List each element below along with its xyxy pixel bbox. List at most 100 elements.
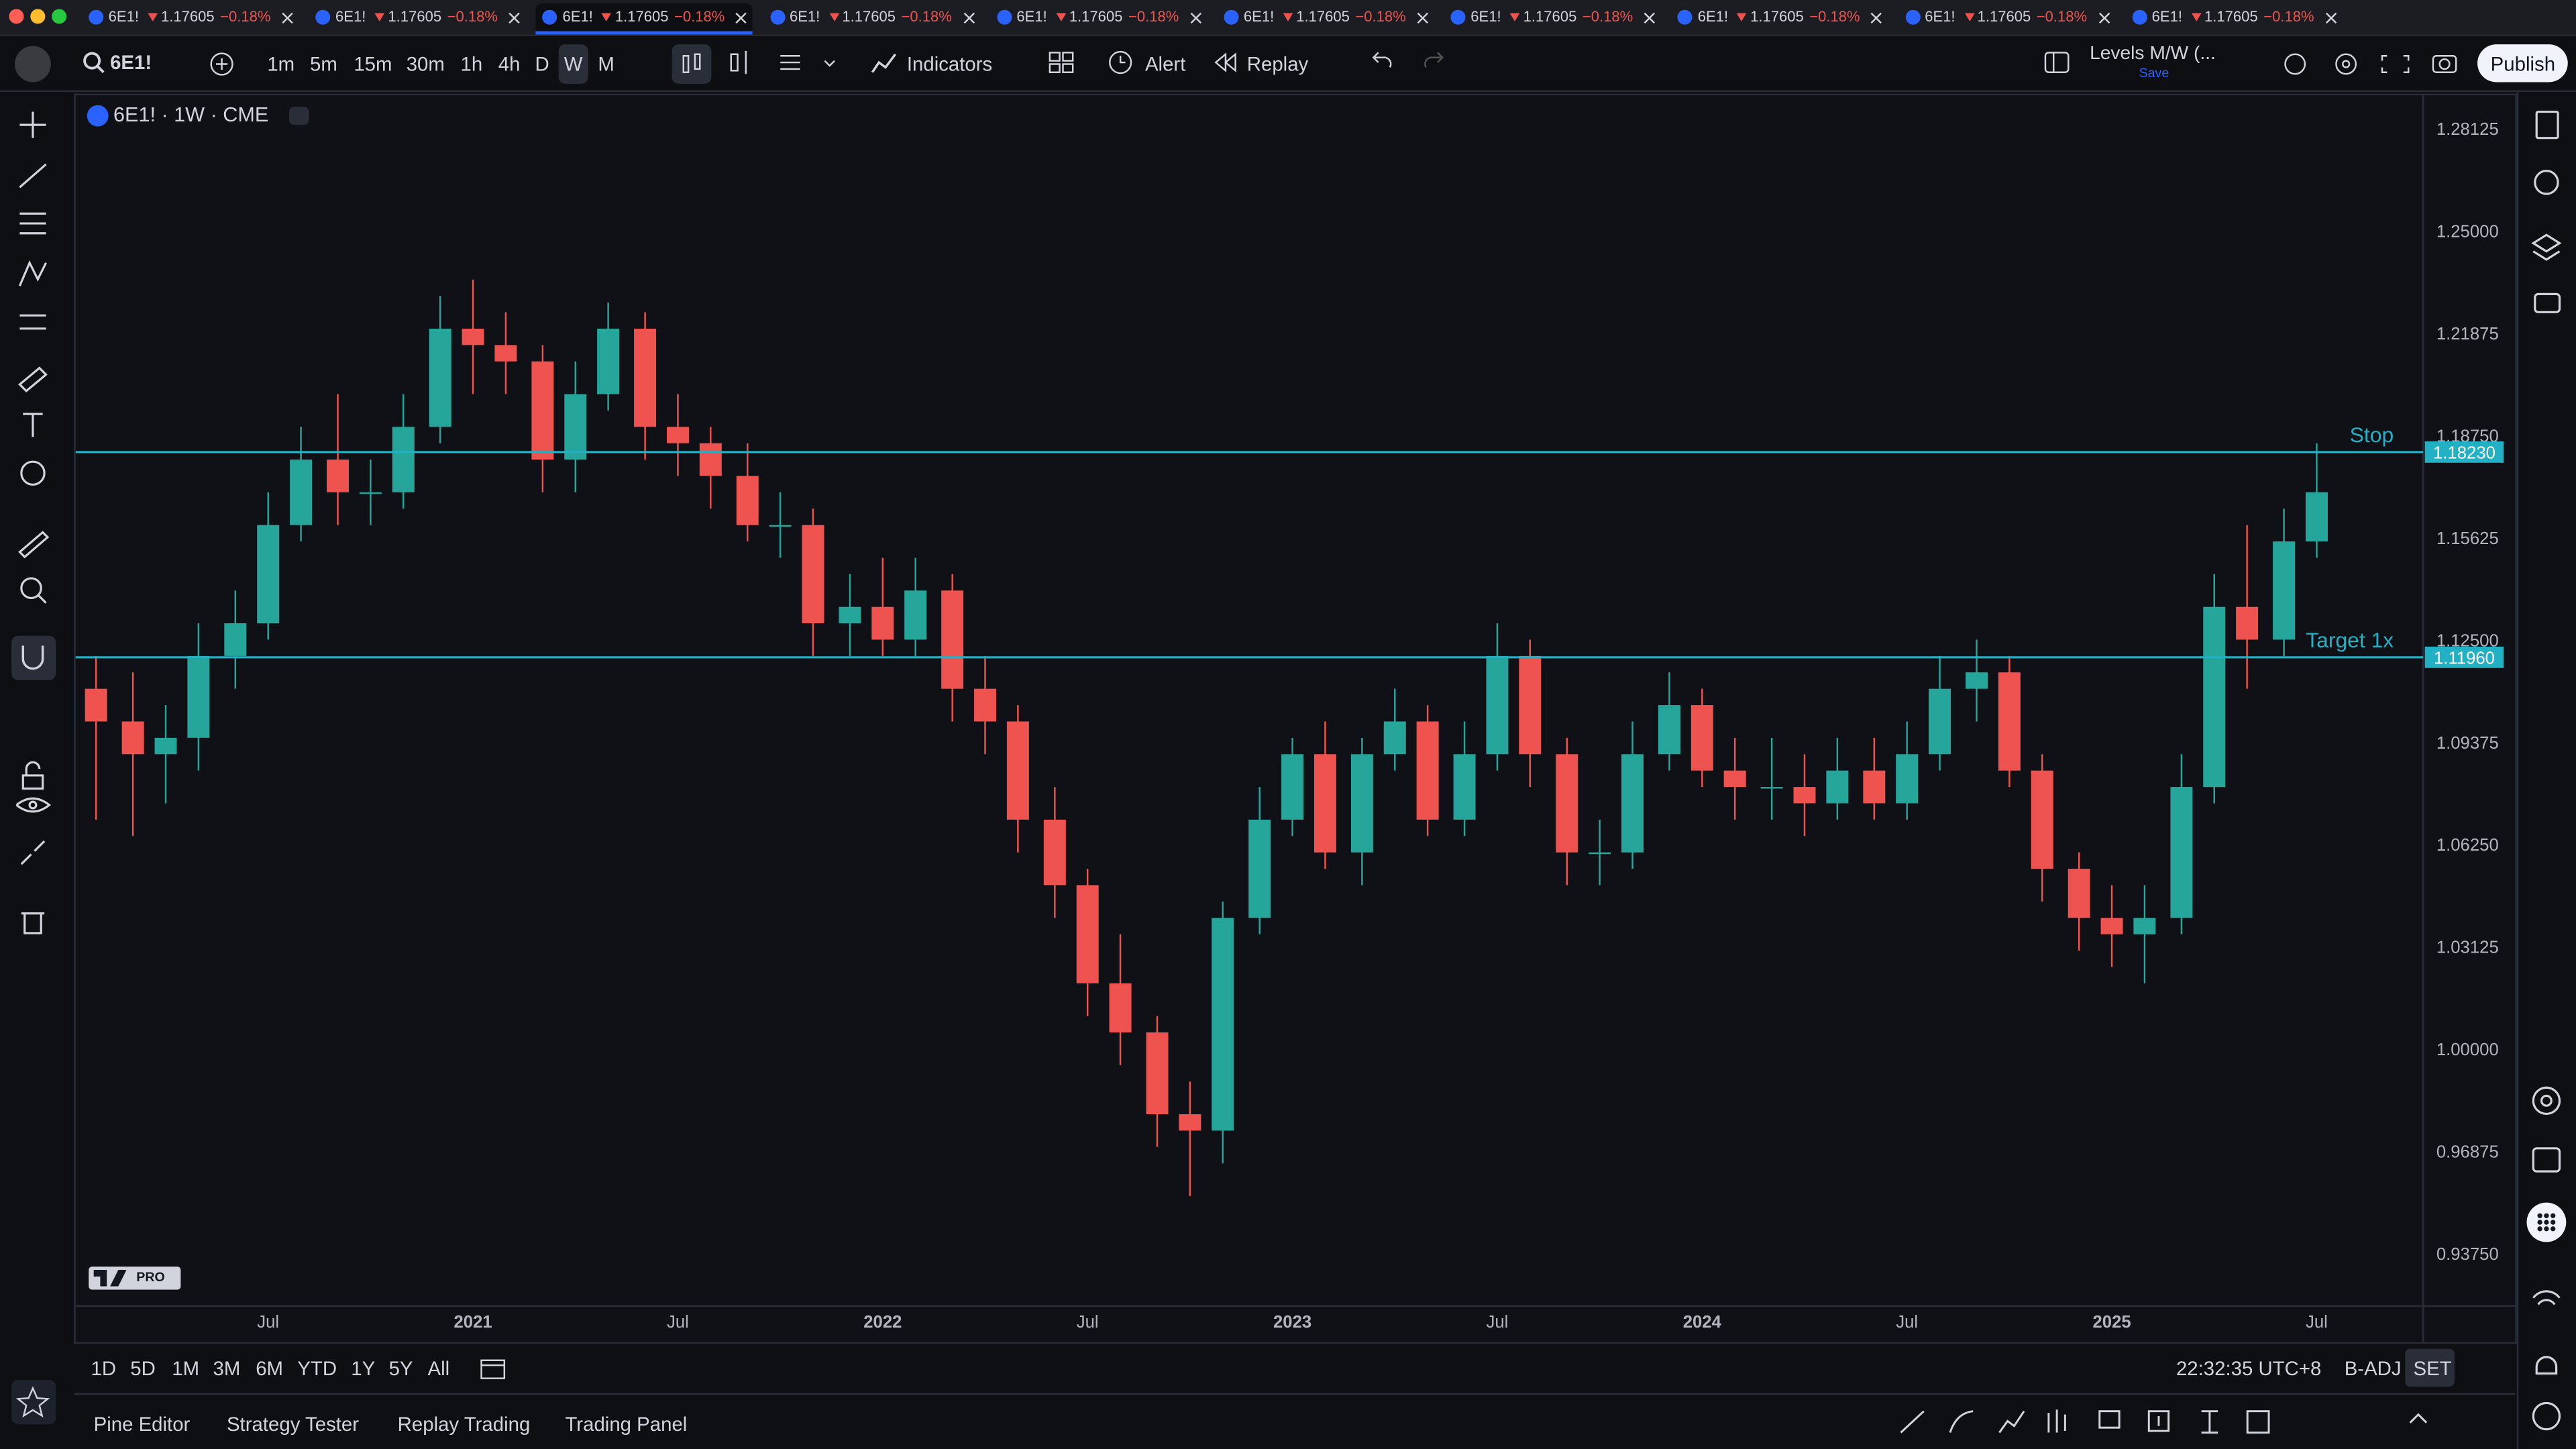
tab[interactable]: 6E1! 1.17605 −0.18% — [1898, 3, 2115, 33]
tab-change[interactable]: −0.18% — [674, 8, 725, 25]
publish-label[interactable]: Publish — [2490, 52, 2556, 76]
range-button[interactable]: All — [427, 1356, 450, 1381]
tab-close[interactable] — [962, 11, 975, 25]
interval-button[interactable]: W — [564, 52, 583, 76]
layout-name[interactable]: Levels M/W (... — [2090, 44, 2216, 64]
indicators-button[interactable]: Indicators — [906, 52, 993, 76]
range-button[interactable]: 5Y — [388, 1356, 413, 1381]
tab-symbol[interactable]: 6E1! — [1243, 8, 1275, 25]
tab-price[interactable]: 1.17605 — [2204, 8, 2258, 25]
range-button[interactable]: 1D — [91, 1356, 117, 1381]
tab-symbol[interactable]: 6E1! — [335, 8, 366, 25]
candles-button[interactable] — [672, 44, 712, 84]
tab-change[interactable]: −0.18% — [2263, 8, 2314, 25]
tab-symbol[interactable]: 6E1! — [789, 8, 820, 25]
search-icon[interactable] — [82, 51, 105, 74]
alert-button[interactable]: Alert — [1144, 52, 1186, 76]
tab-close[interactable] — [1189, 11, 1203, 25]
tab-close[interactable] — [1870, 11, 1884, 25]
layout-icon[interactable] — [2044, 49, 2070, 75]
tab-symbol[interactable]: 6E1! — [1470, 8, 1501, 25]
panel-tab[interactable]: Replay Trading — [397, 1413, 531, 1436]
sidebar-widgets[interactable] — [2518, 92, 2576, 1449]
interval-button[interactable]: 30m — [406, 52, 445, 76]
tab-price[interactable]: 1.17605 — [1750, 8, 1804, 25]
tab-change[interactable]: −0.18% — [901, 8, 952, 25]
tab-price[interactable]: 1.17605 — [842, 8, 896, 25]
tab-change[interactable]: −0.18% — [447, 8, 498, 25]
tab[interactable]: 6E1! 1.17605 −0.18% — [2125, 3, 2342, 33]
tab-close[interactable] — [735, 11, 749, 25]
range-button[interactable]: YTD — [297, 1356, 337, 1381]
interval-button[interactable]: 4h — [498, 52, 521, 76]
tab-price[interactable]: 1.17605 — [1977, 8, 2031, 25]
tab[interactable]: 6E1! 1.17605 −0.18% — [1444, 3, 1661, 33]
tab-symbol[interactable]: 6E1! — [1016, 8, 1047, 25]
tab-change[interactable]: −0.18% — [1582, 8, 1633, 25]
replay-icon[interactable] — [1212, 51, 1238, 74]
drawing-tools[interactable] — [0, 92, 67, 1449]
interval-button[interactable]: 15m — [354, 52, 392, 76]
tab-symbol[interactable]: 6E1! — [2151, 8, 2183, 25]
tab-symbol[interactable]: 6E1! — [1925, 8, 1955, 25]
tab-price[interactable]: 1.17605 — [161, 8, 215, 25]
chart-style-icons[interactable] — [726, 48, 857, 80]
clock[interactable]: 22:32:35 UTC+8 — [2176, 1356, 2322, 1381]
tab-symbol[interactable]: 6E1! — [108, 8, 139, 25]
tab-price[interactable]: 1.17605 — [1069, 8, 1123, 25]
panel-tab[interactable]: Strategy Tester — [226, 1413, 360, 1436]
toolbar-icons[interactable] — [2280, 49, 2461, 78]
panel-tab[interactable]: Pine Editor — [93, 1413, 191, 1436]
tab-close[interactable] — [281, 11, 294, 25]
save-status[interactable]: Save — [2139, 65, 2169, 81]
tab-change[interactable]: −0.18% — [1128, 8, 1179, 25]
range-button[interactable]: 6M — [256, 1356, 284, 1381]
tab[interactable]: 6E1! 1.17605 −0.18% — [1218, 3, 1434, 33]
interval-button[interactable]: D — [535, 52, 549, 76]
range-button[interactable]: 3M — [213, 1356, 241, 1381]
alert-icon[interactable] — [1108, 49, 1134, 75]
session-toggle[interactable]: SET — [2405, 1348, 2455, 1387]
tab[interactable]: 6E1! 1.17605 −0.18% — [536, 3, 753, 35]
tab-price[interactable]: 1.17605 — [614, 8, 669, 25]
session-label[interactable]: SET — [2413, 1356, 2452, 1381]
tab-close[interactable] — [2097, 11, 2110, 25]
interval-button[interactable]: 5m — [310, 52, 337, 76]
tab-symbol[interactable]: 6E1! — [1697, 8, 1729, 25]
tab[interactable]: 6E1! 1.17605 −0.18% — [82, 3, 299, 33]
indicators-icon[interactable] — [871, 49, 897, 75]
interval-button[interactable]: 1h — [460, 52, 483, 76]
tab[interactable]: 6E1! 1.17605 −0.18% — [763, 3, 980, 33]
window-controls[interactable] — [7, 7, 72, 26]
tab-price[interactable]: 1.17605 — [1523, 8, 1577, 25]
date-range-icon[interactable] — [480, 1355, 506, 1381]
legend-collapse[interactable] — [289, 107, 309, 125]
tab[interactable]: 6E1! 1.17605 −0.18% — [1672, 3, 1888, 33]
tab-close[interactable] — [2324, 11, 2338, 25]
compare-button[interactable] — [209, 51, 235, 77]
tab-change[interactable]: −0.18% — [2036, 8, 2088, 25]
adjustment-toggle[interactable]: B-ADJ — [2344, 1356, 2402, 1381]
symbol-search[interactable]: 6E1! — [110, 50, 152, 74]
range-button[interactable]: 1M — [172, 1356, 200, 1381]
range-button[interactable]: 5D — [130, 1356, 156, 1381]
tab-change[interactable]: −0.18% — [220, 8, 271, 25]
tab-close[interactable] — [1416, 11, 1430, 25]
tab-price[interactable]: 1.17605 — [388, 8, 442, 25]
publish-button[interactable]: Publish — [2477, 44, 2568, 83]
tab[interactable]: 6E1! 1.17605 −0.18% — [309, 3, 526, 33]
panel-tab[interactable]: Trading Panel — [565, 1413, 688, 1436]
tab-change[interactable]: −0.18% — [1809, 8, 1860, 25]
tab-price[interactable]: 1.17605 — [1296, 8, 1350, 25]
quick-drawing-tools[interactable] — [1865, 1406, 2440, 1439]
range-button[interactable]: 1Y — [351, 1356, 376, 1381]
chart-legend[interactable]: 6E1! · 1W · CME — [113, 103, 269, 127]
tab-close[interactable] — [1643, 11, 1656, 25]
avatar[interactable] — [15, 46, 51, 83]
tab-symbol[interactable]: 6E1! — [562, 8, 593, 25]
tab[interactable]: 6E1! 1.17605 −0.18% — [990, 3, 1207, 33]
tab-change[interactable]: −0.18% — [1355, 8, 1406, 25]
interval-button[interactable]: 1m — [267, 52, 295, 76]
undo-redo[interactable] — [1370, 51, 1452, 74]
interval-button[interactable]: M — [598, 52, 614, 76]
